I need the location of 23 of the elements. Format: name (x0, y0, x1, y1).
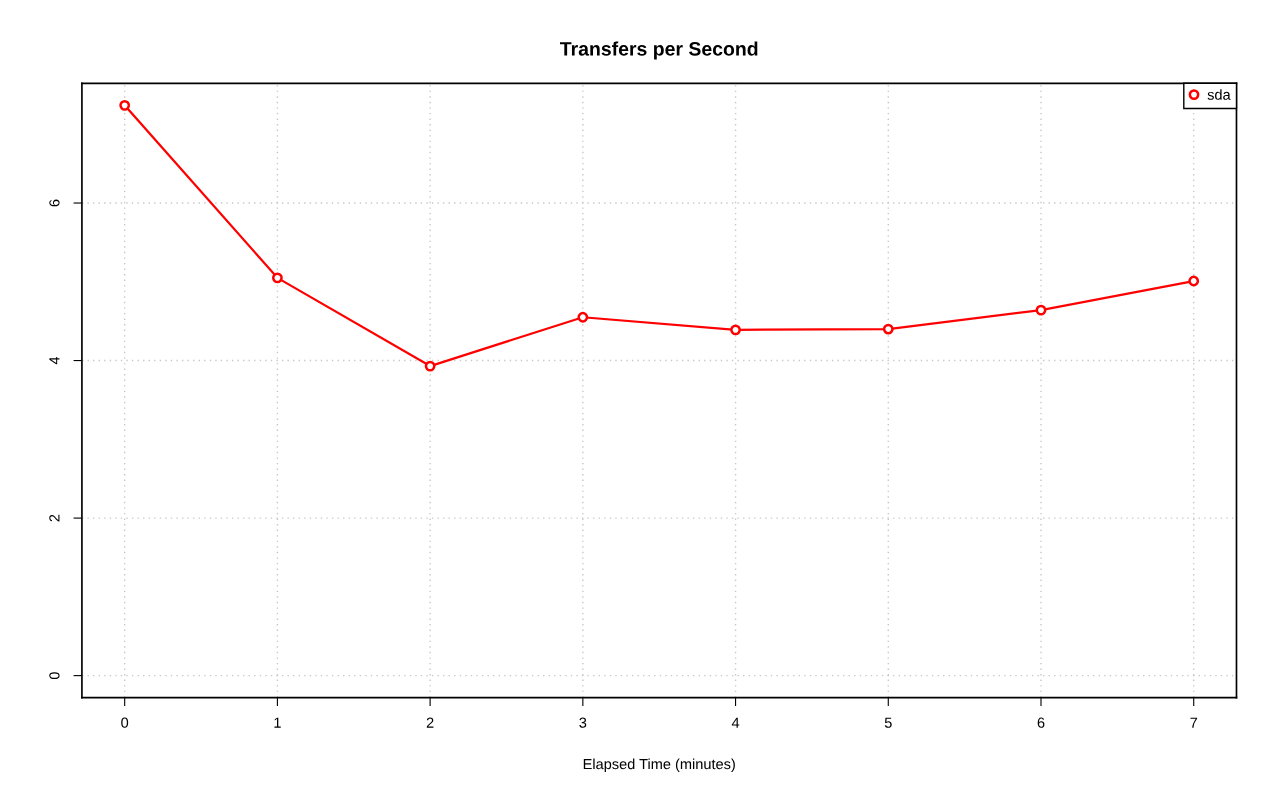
x-tick-label: 5 (884, 717, 892, 728)
x-tick-label: 7 (1190, 717, 1198, 728)
x-tick-label: 1 (274, 717, 281, 728)
x-tick-label: 3 (579, 717, 587, 728)
y-tick-label: 2 (49, 514, 60, 522)
x-tick-label: 6 (1037, 717, 1045, 728)
point (882, 323, 894, 335)
x-tick-label: 4 (731, 717, 740, 728)
point (1188, 275, 1200, 287)
y-tick-label: 6 (49, 199, 60, 207)
y-tick-label: 4 (49, 356, 60, 365)
x-tick-label: 0 (121, 717, 129, 728)
legend-label: sda (1207, 89, 1231, 100)
x-tick-label: 2 (426, 717, 434, 728)
point (1035, 304, 1047, 316)
chart-title: Transfers per Second (560, 41, 758, 60)
y-tick-label: 0 (49, 672, 60, 680)
point (271, 272, 283, 284)
point (577, 311, 589, 323)
point (119, 99, 131, 111)
x-axis-title: Elapsed Time (minutes) (583, 758, 735, 773)
point (730, 324, 741, 336)
point (424, 360, 436, 372)
